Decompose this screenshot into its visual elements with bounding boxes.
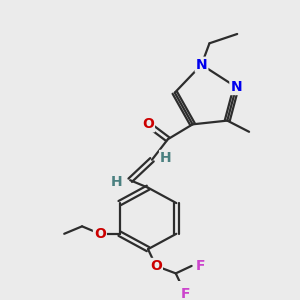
- Text: H: H: [160, 151, 172, 165]
- Text: H: H: [110, 175, 122, 189]
- Text: F: F: [181, 287, 190, 300]
- Text: N: N: [196, 58, 207, 72]
- Text: O: O: [150, 259, 162, 273]
- Text: O: O: [94, 227, 106, 241]
- Text: F: F: [196, 259, 205, 273]
- Text: N: N: [230, 80, 242, 94]
- Text: O: O: [142, 117, 154, 131]
